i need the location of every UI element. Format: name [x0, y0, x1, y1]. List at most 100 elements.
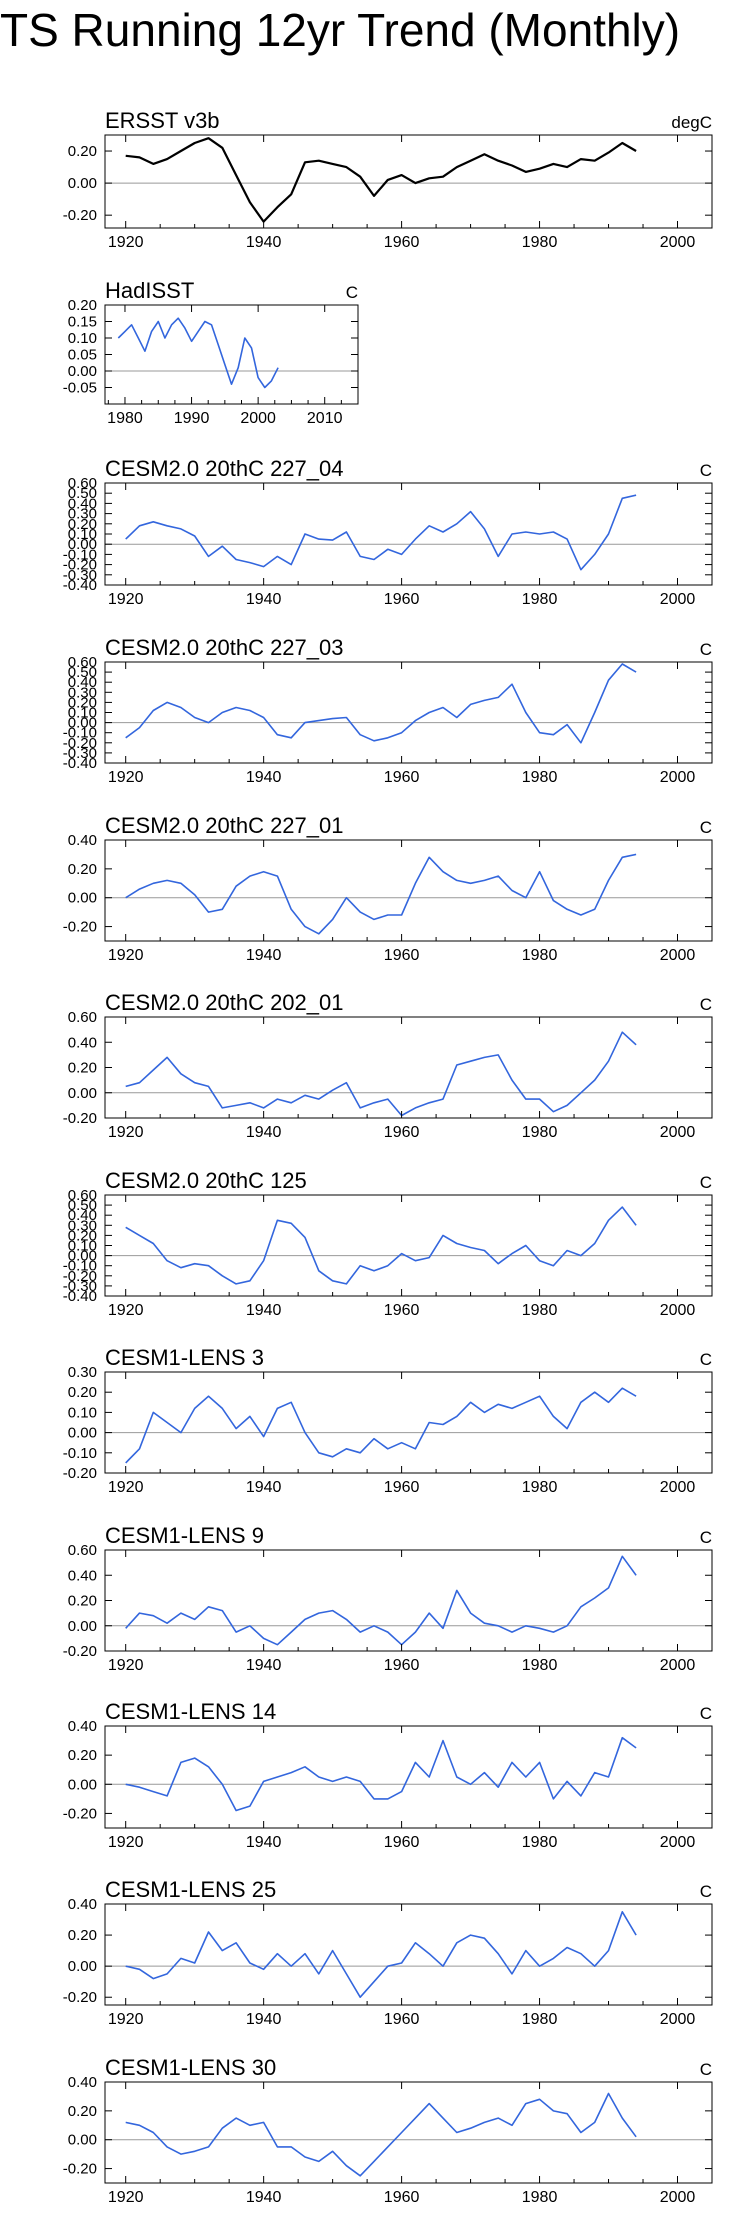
- chart-panel: ERSST v3b degC 1920 1940 1960 1980 2000 -0.20 0.…: [63, 108, 713, 251]
- y-tick-label: 0.40: [68, 1896, 97, 1913]
- y-tick-label: -0.10: [63, 1258, 97, 1275]
- plot-frame: [104, 839, 713, 942]
- x-tick-label: 2000: [660, 234, 696, 251]
- y-tick-label: 0.10: [68, 330, 97, 347]
- x-tick-label: 1940: [246, 769, 282, 786]
- units-label: C: [700, 640, 712, 659]
- x-tick-label: 1940: [246, 234, 282, 251]
- series-line: [125, 1206, 637, 1285]
- plot-frame: [104, 1903, 713, 2006]
- series-line: [125, 1736, 637, 1812]
- x-tick-label: 1920: [108, 1834, 144, 1851]
- y-tick-label: -0.30: [63, 745, 97, 762]
- y-tick-label: 0.20: [68, 694, 97, 711]
- x-tick-label: 1940: [246, 1834, 282, 1851]
- y-tick-label: 0.20: [68, 297, 97, 314]
- y-tick-label: 0.60: [68, 654, 97, 671]
- y-tick-label: 0.00: [68, 1248, 97, 1265]
- x-tick-label: 1940: [246, 591, 282, 608]
- y-tick-label: -0.10: [63, 546, 97, 563]
- y-tick-label: 0.00: [68, 1085, 97, 1102]
- plot-frame: [104, 1725, 713, 1829]
- x-tick-label: 1980: [107, 410, 143, 427]
- x-tick-label: 1960: [384, 591, 420, 608]
- x-tick-label: 2000: [240, 410, 276, 427]
- y-tick-label: 0.20: [68, 2103, 97, 2120]
- y-tick-label: 0.20: [68, 1927, 97, 1944]
- x-tick-label: 2000: [660, 591, 696, 608]
- page-title: TS Running 12yr Trend (Monthly): [0, 4, 681, 56]
- y-tick-label: 0.00: [68, 715, 97, 732]
- y-tick-label: 0.00: [68, 175, 97, 192]
- units-label: C: [346, 283, 358, 302]
- x-tick-label: 1940: [246, 2189, 282, 2206]
- y-tick-label: -0.20: [63, 1989, 97, 2006]
- y-tick-label: 0.00: [68, 2132, 97, 2149]
- chart-panel: CESM1-LENS 30 C 1920 1940 1960 1980 2000 -0.20 0…: [63, 2055, 713, 2206]
- units-label: C: [700, 995, 712, 1014]
- y-tick-label: 0.40: [68, 674, 97, 691]
- chart-panel: CESM2.0 20thC 125 C 1920 1940 1960 1980 2000 -0…: [63, 1168, 713, 1319]
- x-tick-label: 1980: [522, 1479, 558, 1496]
- y-tick-label: -0.20: [63, 1110, 97, 1127]
- chart-title: ERSST v3b: [105, 108, 220, 133]
- chart-panel: CESM1-LENS 14 C 1920 1940 1960 1980 2000 -0.20 0…: [63, 1699, 713, 1851]
- y-tick-label: 0.10: [68, 526, 97, 543]
- y-tick-label: 0.60: [68, 1542, 97, 1559]
- x-tick-label: 1980: [522, 1302, 558, 1319]
- y-tick-label: 0.20: [68, 861, 97, 878]
- series-line: [125, 2092, 637, 2177]
- y-tick-label: 0.00: [68, 890, 97, 907]
- x-tick-label: 1960: [384, 1479, 420, 1496]
- plot-frame: [104, 1549, 713, 1652]
- plot-frame: [104, 482, 713, 586]
- y-tick-label: 0.00: [68, 1958, 97, 1975]
- chart-title: CESM1-LENS 14: [105, 1699, 276, 1724]
- chart-title: CESM2.0 20thC 227_03: [105, 635, 344, 660]
- plot-frame: [104, 1194, 713, 1297]
- chart-panel: CESM2.0 20thC 227_03 C 1920 1940 1960 1980 200…: [63, 635, 713, 786]
- x-tick-label: 1960: [384, 234, 420, 251]
- units-label: C: [700, 1704, 712, 1723]
- y-tick-label: 0.20: [68, 1384, 97, 1401]
- x-tick-label: 1980: [522, 1657, 558, 1674]
- x-tick-label: 1980: [522, 1124, 558, 1141]
- x-tick-label: 1960: [384, 2189, 420, 2206]
- series-line: [125, 494, 637, 571]
- x-tick-label: 1960: [384, 1302, 420, 1319]
- x-tick-label: 1920: [108, 2011, 144, 2028]
- y-tick-label: -0.20: [63, 207, 97, 224]
- y-tick-label: 0.15: [68, 314, 97, 331]
- units-label: C: [700, 2060, 712, 2079]
- y-tick-label: 0.40: [68, 1718, 97, 1735]
- y-tick-label: -0.20: [63, 2161, 97, 2178]
- x-tick-label: 1940: [246, 2011, 282, 2028]
- x-tick-label: 2000: [660, 947, 696, 964]
- y-tick-label: -0.30: [63, 567, 97, 584]
- x-tick-label: 1980: [522, 234, 558, 251]
- x-tick-label: 1920: [108, 1302, 144, 1319]
- chart-title: CESM2.0 20thC 202_01: [105, 990, 344, 1015]
- x-tick-label: 2000: [660, 1657, 696, 1674]
- x-tick-label: 1920: [108, 1479, 144, 1496]
- y-tick-label: 0.40: [68, 832, 97, 849]
- y-tick-label: -0.40: [63, 755, 97, 772]
- y-tick-label: 0.50: [68, 1197, 97, 1214]
- units-label: C: [700, 1173, 712, 1192]
- x-tick-label: 2000: [660, 1834, 696, 1851]
- x-tick-label: 1980: [522, 591, 558, 608]
- series-line: [117, 317, 279, 389]
- y-tick-label: 0.30: [68, 684, 97, 701]
- x-tick-label: 1960: [384, 1657, 420, 1674]
- y-tick-label: 0.20: [68, 143, 97, 160]
- units-label: degC: [671, 113, 712, 132]
- x-tick-label: 2000: [660, 2011, 696, 2028]
- chart-panel: CESM2.0 20thC 227_04 C 1920 1940 1960 1980 200…: [63, 456, 713, 608]
- y-tick-label: 0.60: [68, 475, 97, 492]
- x-tick-label: 2000: [660, 1124, 696, 1141]
- y-tick-label: 0.10: [68, 1404, 97, 1421]
- units-label: C: [700, 1882, 712, 1901]
- chart-panel: CESM1-LENS 9 C 1920 1940 1960 1980 2000 -0.20 0.…: [63, 1523, 713, 1674]
